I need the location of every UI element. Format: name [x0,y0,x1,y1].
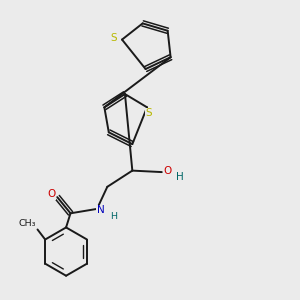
Text: S: S [110,33,117,43]
Text: O: O [47,189,56,199]
Text: O: O [164,166,172,176]
Text: H: H [110,212,117,221]
Text: CH₃: CH₃ [19,219,36,228]
Text: S: S [145,108,152,118]
Text: H: H [176,172,183,182]
Text: N: N [97,205,104,215]
